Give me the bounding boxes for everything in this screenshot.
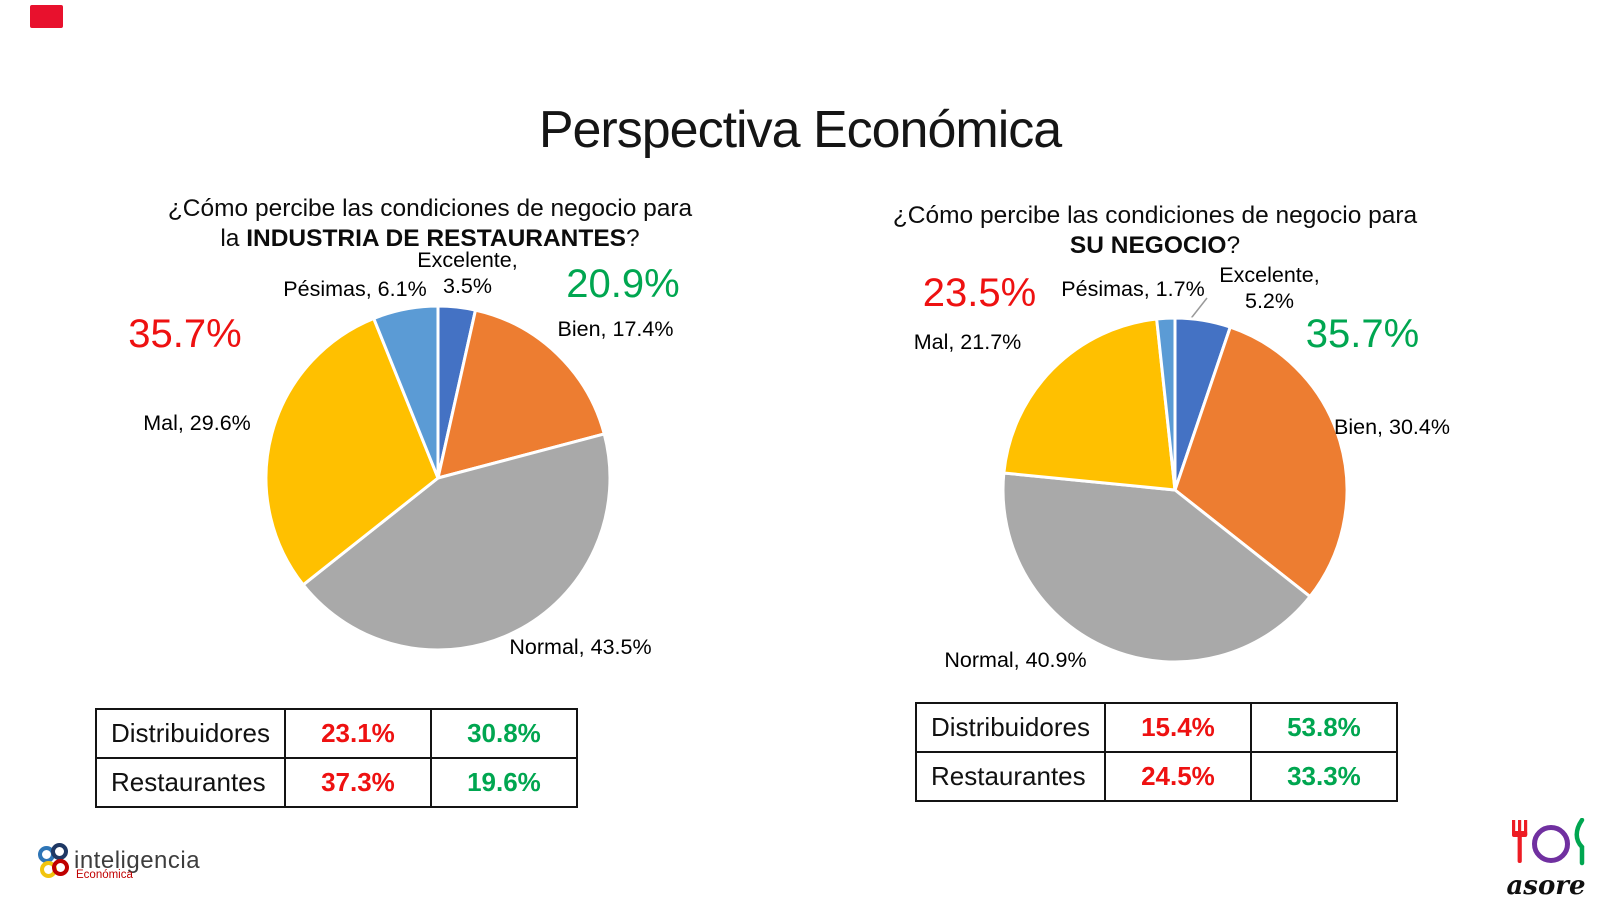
right-chart-question: ¿Cómo percibe las condiciones de negocio… [855,201,1455,261]
positive-value: 30.8% [429,708,578,759]
positive-value: 53.8% [1249,702,1398,753]
right-question-suffix: ? [1226,232,1241,259]
asore-logo-text: asore [1506,871,1586,900]
left-label-pesimas: Pésimas, 6.1% [283,277,427,301]
table-row: Restaurantes 24.5% 33.3% [915,751,1398,802]
pie-slice-3 [264,316,440,587]
slide-title: Perspectiva Económica [538,101,1062,159]
table-row: Restaurantes 37.3% 19.6% [95,757,578,808]
row-label: Restaurantes [915,751,1106,802]
right-positive-annotation: 35.7% [1305,312,1420,356]
left-label-bien: Bien, 17.4% [557,317,674,341]
left-negative-annotation: 35.7% [128,312,242,356]
pie-slice-2 [301,432,612,652]
positive-value: 33.3% [1249,751,1398,802]
pie-slice-1 [1173,325,1349,599]
negative-value: 23.1% [283,708,432,759]
right-pie-chart [1001,297,1349,664]
pie-slice-1 [436,308,606,480]
pie-slice-2 [1001,471,1312,664]
negative-value: 37.3% [283,757,432,808]
right-label-mal: Mal, 21.7% [913,330,1022,354]
row-label: Restaurantes [95,757,286,808]
left-pie-chart [264,304,612,652]
row-label: Distribuidores [95,708,286,759]
pie-slice-4 [372,304,440,480]
left-label-excelente: Excelente, 3.5% [417,248,518,298]
inteligencia-logo-subtext: Económica [76,869,133,881]
right-summary-table: Distribuidores 15.4% 53.8% Restaurantes … [915,702,1398,802]
negative-value: 24.5% [1103,751,1252,802]
pie-slice-3 [1002,317,1177,492]
inteligencia-logo-text: inteligencia [74,847,201,874]
right-question-bold: SU NEGOCIO [1069,232,1227,259]
right-question-line1: ¿Cómo percibe las condiciones de negocio… [892,202,1418,229]
right-label-excelente: Excelente, 5.2% [1219,263,1320,313]
left-label-mal: Mal, 29.6% [143,411,251,435]
asore-cutlery-icon [1512,817,1585,866]
left-question-line1: ¿Cómo percibe las condiciones de negocio… [167,195,693,222]
right-label-normal: Normal, 40.9% [944,648,1087,672]
row-label: Distribuidores [915,702,1106,753]
left-question-suffix: ? [626,225,640,252]
table-row: Distribuidores 23.1% 30.8% [95,708,578,759]
right-negative-annotation: 23.5% [922,271,1037,315]
negative-value: 15.4% [1103,702,1252,753]
left-question-prefix: la [220,225,247,252]
table-row: Distribuidores 15.4% 53.8% [915,702,1398,753]
red-marker [30,5,63,28]
left-question-bold: INDUSTRIA DE RESTAURANTES [246,225,626,252]
left-label-normal: Normal, 43.5% [509,635,652,659]
right-label-pesimas: Pésimas, 1.7% [1061,277,1205,301]
asore-logo: asore Asociación de Restaurantes de Puer… [1498,817,1594,900]
left-summary-table: Distribuidores 23.1% 30.8% Restaurantes … [95,708,578,808]
left-positive-annotation: 20.9% [566,262,680,306]
positive-value: 19.6% [429,757,578,808]
left-chart-question: ¿Cómo percibe las condiciones de negocio… [115,194,745,254]
inteligencia-clover-icon [38,843,72,879]
pie-slice-4 [1155,316,1177,492]
inteligencia-logo: inteligencia Económica [38,843,200,884]
right-label-bien: Bien, 30.4% [1334,415,1450,439]
